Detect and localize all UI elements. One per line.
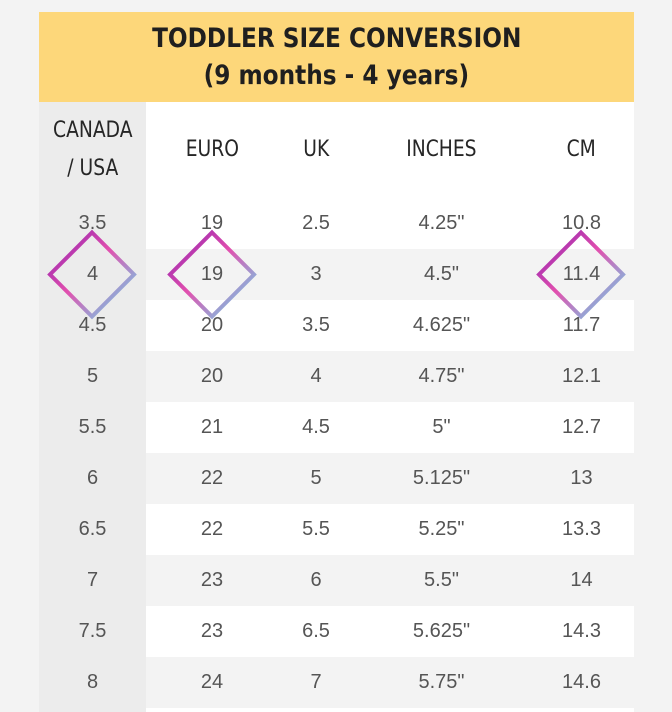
cell-inches: 5.75": [418, 671, 465, 693]
table-row: 4.5 20 3.5 4.625" 11.7: [39, 300, 634, 351]
cell-cm: 12.1: [562, 365, 601, 387]
title-line-2: (9 months - 4 years): [203, 60, 470, 91]
title-line-1: TODDLER SIZE CONVERSION: [151, 23, 522, 54]
cell-euro: 20: [200, 365, 224, 387]
cell-uk: 6: [310, 569, 322, 591]
chart-title: TODDLER SIZE CONVERSION (9 months - 4 ye…: [39, 12, 634, 102]
row-shade: [146, 351, 634, 402]
cell-inches: 5": [432, 416, 451, 438]
header-inches: INCHES: [406, 137, 477, 162]
cell-inches: 5.125": [412, 467, 471, 489]
cell-euro: 22: [200, 518, 224, 540]
cell-uk: 6.5: [302, 620, 330, 642]
cell-canada-usa: 5.5: [78, 416, 107, 438]
cell-inches: 5.5": [424, 569, 459, 591]
header-euro: EURO: [185, 137, 239, 162]
cell-euro: 20: [200, 314, 224, 336]
cell-euro: 23: [200, 620, 224, 642]
cell-canada-usa: 7: [86, 569, 99, 591]
cell-euro: 22: [200, 467, 224, 489]
cell-canada-usa: 7.5: [78, 620, 107, 642]
cell-inches: 5.625": [412, 620, 471, 642]
cell-uk: 7: [310, 671, 322, 693]
cell-canada-usa: 3.5: [78, 212, 107, 234]
cell-canada-usa: 6.5: [78, 518, 107, 540]
cell-uk: 3: [310, 263, 322, 285]
cell-euro: 21: [200, 416, 224, 438]
cell-cm: 10.8: [562, 212, 601, 234]
row-shade: [146, 555, 634, 606]
cell-inches: 4.25": [418, 212, 465, 234]
table-row: 3.5 19 2.5 4.25" 10.8: [39, 198, 634, 249]
cell-cm: 12.7: [562, 416, 601, 438]
cell-uk: 3.5: [302, 314, 330, 336]
cell-euro: 19: [200, 263, 224, 285]
cell-cm: 11.7: [562, 314, 601, 336]
cell-canada-usa: 4.5: [78, 314, 107, 336]
header-uk: UK: [303, 137, 329, 162]
cell-inches: 4.5": [424, 263, 459, 285]
cell-inches: 4.625": [412, 314, 471, 336]
table-row: 7.5 23 6.5 5.625" 14.3: [39, 606, 634, 657]
table-row: 4 19 3 4.5" 11.4: [39, 249, 634, 300]
row-shade: [146, 453, 634, 504]
header-cm: CM: [566, 137, 597, 162]
table-row: 6 22 5 5.125" 13: [39, 453, 634, 504]
table-row: 8 24 7 5.75" 14.6: [39, 657, 634, 708]
cell-cm: 11.4: [562, 263, 601, 285]
cell-uk: 4.5: [302, 416, 330, 438]
table-row: 5.5 21 4.5 5" 12.7: [39, 402, 634, 453]
cell-inches: 4.75": [418, 365, 465, 387]
cell-uk: 4: [310, 365, 322, 387]
cell-canada-usa: 8: [86, 671, 99, 693]
header-canada-usa: CANADA / USA: [39, 102, 146, 198]
cell-uk: 2.5: [302, 212, 330, 234]
cell-cm: 13: [570, 467, 593, 489]
cell-euro: 24: [200, 671, 224, 693]
cell-cm: 14.6: [562, 671, 601, 693]
cell-cm: 14.3: [562, 620, 601, 642]
first-column-background: [39, 102, 146, 712]
cell-uk: 5.5: [302, 518, 330, 540]
cell-inches: 5.25": [418, 518, 465, 540]
table-row: 5 20 4 4.75" 12.1: [39, 351, 634, 402]
size-chart-card: TODDLER SIZE CONVERSION (9 months - 4 ye…: [39, 12, 634, 712]
cell-canada-usa: 6: [86, 467, 99, 489]
cell-canada-usa: 5: [86, 365, 99, 387]
table-row: 7 23 6 5.5" 14: [39, 555, 634, 606]
cell-canada-usa: 4: [86, 263, 99, 285]
table-header-row: CANADA / USA EURO UK INCHES CM: [39, 102, 634, 198]
table-row: 6.5 22 5.5 5.25" 13.3: [39, 504, 634, 555]
cell-cm: 14: [570, 569, 593, 591]
cell-euro: 23: [200, 569, 224, 591]
cell-euro: 19: [200, 212, 224, 234]
cell-cm: 13.3: [562, 518, 601, 540]
cell-uk: 5: [310, 467, 322, 489]
